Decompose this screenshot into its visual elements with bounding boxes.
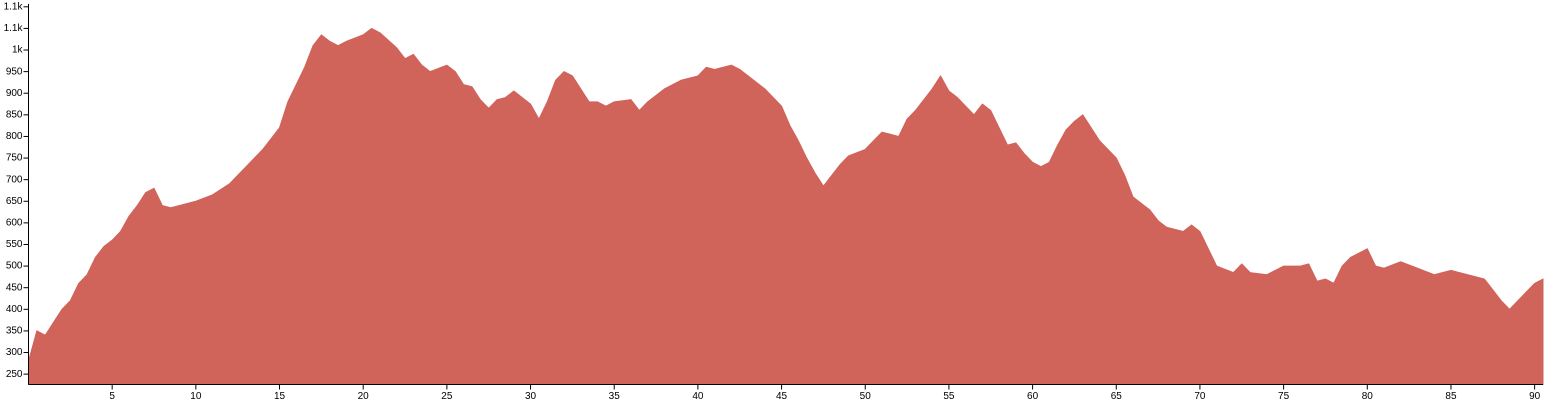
x-tick-label: 75 [1278,391,1290,402]
x-tick-label: 40 [692,391,704,402]
y-tick-label: 300 [6,347,23,358]
x-tick-label: 10 [190,391,202,402]
y-tick-label: 600 [6,218,23,229]
y-tick-label: 650 [6,196,23,207]
y-tick-label: 450 [6,282,23,293]
x-tick-label: 55 [943,391,955,402]
x-tick-label: 5 [109,391,115,402]
y-tick-label: 950 [6,66,23,77]
x-tick-label: 35 [609,391,621,402]
y-tick-label: 250 [6,369,23,380]
x-tick-label: 20 [358,391,370,402]
x-tick-label: 80 [1362,391,1374,402]
y-tick-label: 1.1k [4,1,24,12]
y-tick-label: 900 [6,88,23,99]
x-tick-label: 15 [274,391,286,402]
x-tick-label: 90 [1529,391,1541,402]
x-tick-label: 85 [1445,391,1457,402]
y-tick-label: 850 [6,109,23,120]
x-tick-label: 60 [1027,391,1039,402]
x-tick-label: 65 [1111,391,1123,402]
y-tick-label: 1k [12,45,24,56]
y-tick-label: 500 [6,261,23,272]
x-tick-label: 70 [1194,391,1206,402]
x-tick-label: 30 [525,391,537,402]
y-tick-label: 550 [6,239,23,250]
y-tick-label: 800 [6,131,23,142]
x-tick-label: 25 [441,391,453,402]
elevation-area [28,27,1544,385]
y-tick-label: 350 [6,326,23,337]
y-tick-label: 750 [6,153,23,164]
y-tick-label: 700 [6,174,23,185]
y-tick-label: 400 [6,304,23,315]
y-tick-label: 1.1k [4,23,24,34]
x-tick-label: 50 [860,391,872,402]
x-tick-label: 45 [776,391,788,402]
